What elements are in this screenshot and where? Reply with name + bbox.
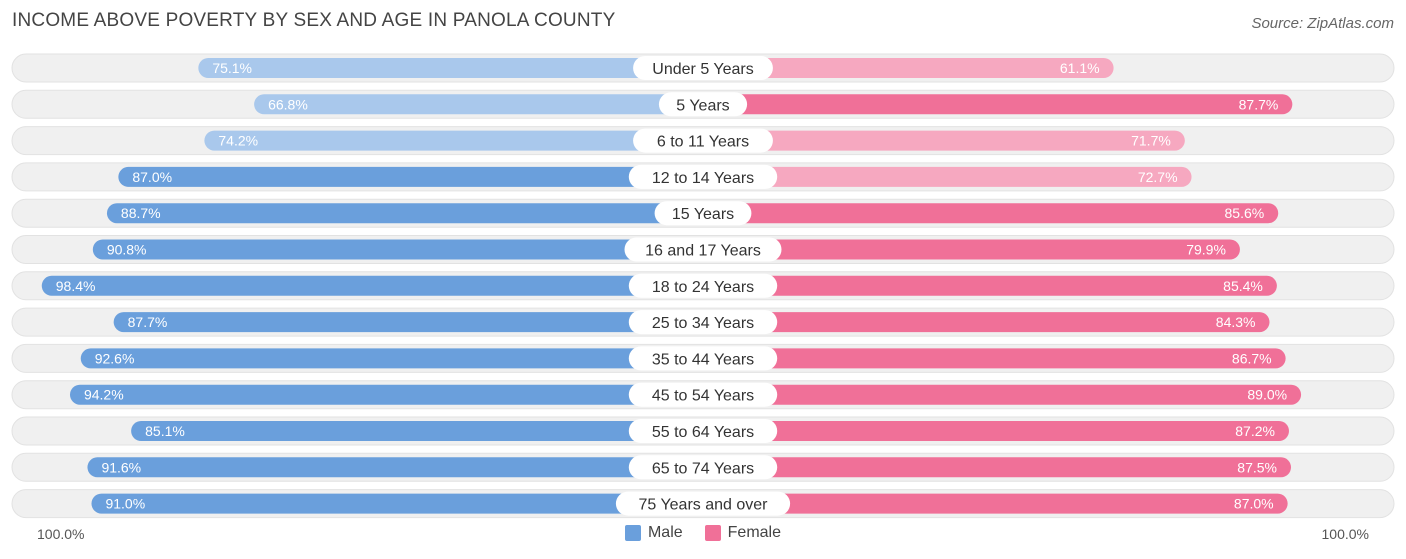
category-pill-5-years <box>658 92 748 117</box>
female-value-16-and-17-years: 79.9% <box>1186 242 1226 258</box>
category-label-25-to-34-years: 25 to 34 Years <box>652 315 754 332</box>
male-bar-65-to-74-years <box>87 457 703 478</box>
male-value-25-to-34-years: 87.7% <box>128 314 168 330</box>
female-value-5-years: 87.7% <box>1239 96 1279 112</box>
category-label-75-years-and-over: 75 Years and over <box>639 497 769 514</box>
category-pill-25-to-34-years <box>628 310 778 335</box>
female-bar-15-years <box>703 203 1279 224</box>
male-bar-35-to-44-years <box>80 348 703 369</box>
source-note: Source: ZipAtlas.com <box>1251 15 1394 32</box>
male-value-16-and-17-years: 90.8% <box>107 242 147 258</box>
female-value-18-to-24-years: 85.4% <box>1223 278 1263 294</box>
category-pill-55-to-64-years <box>628 419 778 443</box>
female-value-12-to-14-years: 72.7% <box>1138 169 1178 185</box>
male-value-12-to-14-years: 87.0% <box>132 169 172 185</box>
female-bar-65-to-74-years <box>703 457 1291 478</box>
category-pill-65-to-74-years <box>628 455 778 480</box>
bar-chart: 75.1% 61.1% Under 5 Years 66.8% 87.7% 5 Years… <box>11 53 1395 519</box>
legend-item-male[interactable]: Male <box>624 524 683 542</box>
female-bar-18-to-24-years <box>703 275 1277 296</box>
female-bar-16-and-17-years <box>703 239 1240 260</box>
axis-left-label: 100.0% <box>37 526 85 542</box>
female-value-75-years-and-over: 87.0% <box>1234 496 1274 512</box>
female-value-under-5-years: 61.1% <box>1060 60 1100 76</box>
legend-label-male: Male <box>647 524 683 541</box>
male-value-75-years-and-over: 91.0% <box>105 496 145 512</box>
male-bar-5-years <box>254 94 703 115</box>
female-bar-under-5-years <box>703 58 1114 78</box>
male-bar-25-to-34-years <box>113 312 703 333</box>
female-bar-35-to-44-years <box>703 348 1286 369</box>
category-pill-6-to-11-years <box>633 128 773 153</box>
female-bar-5-years <box>703 94 1293 115</box>
male-bar-15-years <box>106 203 704 224</box>
male-value-under-5-years: 75.1% <box>212 60 252 76</box>
male-value-5-years: 66.8% <box>268 96 308 112</box>
category-label-55-to-64-years: 55 to 64 Years <box>652 424 754 441</box>
female-bar-75-years-and-over <box>703 493 1288 514</box>
female-value-15-years: 85.6% <box>1225 205 1265 221</box>
category-label-15-years: 15 Years <box>672 206 734 223</box>
male-bar-12-to-14-years <box>118 166 704 187</box>
female-bar-6-to-11-years <box>703 130 1185 151</box>
male-bar-6-to-11-years <box>204 130 703 151</box>
category-label-6-to-11-years: 6 to 11 Years <box>657 134 749 151</box>
category-pill-16-and-17-years <box>624 237 782 262</box>
category-label-45-to-54-years: 45 to 54 Years <box>652 388 754 405</box>
male-bar-16-and-17-years <box>92 239 704 260</box>
male-value-45-to-54-years: 94.2% <box>84 387 124 403</box>
female-bar-45-to-54-years <box>703 384 1302 405</box>
male-bar-55-to-64-years <box>131 421 704 441</box>
category-pill-12-to-14-years <box>628 164 778 189</box>
category-pill-18-to-24-years <box>628 273 778 298</box>
category-label-35-to-44-years: 35 to 44 Years <box>652 351 754 368</box>
female-bar-55-to-64-years <box>703 421 1289 441</box>
female-value-6-to-11-years: 71.7% <box>1131 133 1171 149</box>
category-label-5-years: 5 Years <box>676 97 729 114</box>
legend: Male Female <box>0 524 1406 542</box>
male-value-65-to-74-years: 91.6% <box>101 459 141 475</box>
legend-item-female[interactable]: Female <box>704 524 782 542</box>
axis-right-label: 100.0% <box>1321 526 1369 542</box>
category-label-12-to-14-years: 12 to 14 Years <box>652 170 754 187</box>
male-value-35-to-44-years: 92.6% <box>95 350 135 366</box>
female-value-55-to-64-years: 87.2% <box>1235 423 1275 439</box>
chart-title: INCOME ABOVE POVERTY BY SEX AND AGE IN P… <box>12 10 616 31</box>
male-value-18-to-24-years: 98.4% <box>56 278 96 294</box>
category-label-under-5-years: Under 5 Years <box>652 61 753 78</box>
female-value-25-to-34-years: 84.3% <box>1216 314 1256 330</box>
female-bar-12-to-14-years <box>703 166 1192 187</box>
legend-swatch-female <box>704 525 721 541</box>
female-bar-25-to-34-years <box>703 312 1270 333</box>
category-pill-45-to-54-years <box>628 382 778 407</box>
category-label-65-to-74-years: 65 to 74 Years <box>652 460 754 477</box>
male-value-15-years: 88.7% <box>121 205 161 221</box>
male-bar-45-to-54-years <box>69 384 703 405</box>
category-label-18-to-24-years: 18 to 24 Years <box>652 279 754 296</box>
legend-label-female: Female <box>727 524 782 541</box>
male-bar-under-5-years <box>198 58 703 78</box>
male-value-6-to-11-years: 74.2% <box>218 133 258 149</box>
female-value-45-to-54-years: 89.0% <box>1247 387 1287 403</box>
category-label-16-and-17-years: 16 and 17 Years <box>645 243 761 260</box>
legend-swatch-male <box>624 525 641 541</box>
category-pill-35-to-44-years <box>628 346 778 371</box>
male-bar-18-to-24-years <box>41 275 703 296</box>
category-pill-75-years-and-over <box>615 491 791 516</box>
female-value-35-to-44-years: 86.7% <box>1232 350 1272 366</box>
male-bar-75-years-and-over <box>91 493 704 514</box>
female-value-65-to-74-years: 87.5% <box>1237 459 1277 475</box>
category-pill-15-years <box>654 201 752 226</box>
male-value-55-to-64-years: 85.1% <box>145 423 185 439</box>
category-pill-under-5-years <box>633 56 773 80</box>
